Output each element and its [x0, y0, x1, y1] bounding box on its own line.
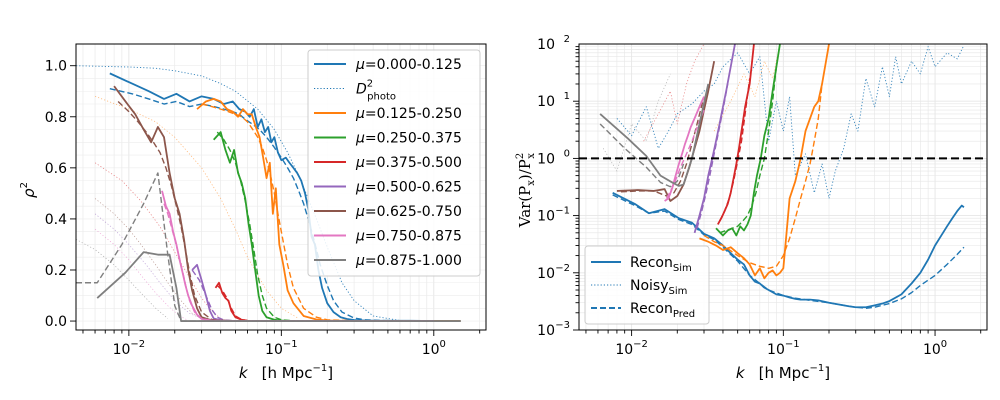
- right-legend: ReconSim NoisySim ReconPred: [584, 245, 710, 325]
- left-series-0-125-0-250-pred: [201, 103, 434, 322]
- right-y-tick-label: 10−2: [537, 263, 570, 282]
- right-y-tick-label: 10−1: [537, 206, 570, 225]
- left-legend-label: μ=0.375-0.500: [355, 155, 462, 171]
- left-x-tick-label: 10−1: [265, 339, 298, 358]
- right-series-reconsim-0-125-0-250: [699, 44, 830, 280]
- left-legend-label: μ=0.750-0.875: [355, 229, 462, 245]
- right-legend-label: ReconPred: [630, 301, 695, 320]
- right-series-faint-dotted-gray: [602, 73, 671, 172]
- right-y-tick-label: 10 1: [537, 91, 570, 110]
- right-x-tick-label: 100: [923, 339, 947, 358]
- left-x-tick-label: 10−2: [113, 339, 146, 358]
- right-series-reconpred-0-250-0-375: [719, 66, 778, 234]
- right-x-tick-label: 10−1: [767, 339, 800, 358]
- right-series-reconpred-0-500-0-625: [696, 83, 729, 229]
- left-ylabel: ρ2: [19, 182, 38, 198]
- right-x-tick-label: 10−2: [615, 339, 648, 358]
- right-y-tick-label: 10 2: [537, 34, 570, 53]
- right-series-reconpred-0-750-0-875: [665, 109, 705, 199]
- left-series-0-750-0-875-pred: [163, 203, 434, 322]
- left-legend-label: μ=0.125-0.250: [355, 106, 462, 122]
- right-legend-items: ReconSim NoisySim ReconPred: [591, 255, 695, 320]
- left-y-tick-label: 0.0: [45, 314, 67, 330]
- left-legend-items: μ=0.000-0.125 D2 photo μ=0.125-0.250 μ=0.250…: [314, 57, 462, 269]
- left-series-0-625-0-750-pred: [117, 100, 434, 322]
- left-series-faint-dotted-gray: [76, 239, 169, 319]
- left-series-d-photo: [76, 65, 461, 322]
- right-y-tick-label: 10−3: [537, 320, 570, 339]
- right-series-reconsim-0-875-1-000: [599, 83, 710, 187]
- left-series-0-875-1-000-pred: [76, 172, 434, 322]
- right-series-reconsim-0-500-0-625: [693, 44, 736, 234]
- left-y-tick-label: 0.6: [45, 161, 67, 177]
- left-legend-label: μ=0.875-1.000: [355, 253, 462, 269]
- left-legend-box: [307, 49, 481, 277]
- left-series-lines: [76, 65, 461, 322]
- right-legend-box: [584, 245, 710, 325]
- left-series-0-500-0-625-pred: [191, 269, 434, 322]
- right-series-faint-dotted-red: [643, 44, 705, 142]
- right-ylabel: Var(Px)/P2x: [515, 153, 537, 229]
- right-series-reconpred-0-125-0-250: [703, 83, 823, 269]
- left-ticks: 10−2 10−1 100 0.0 0.2 0.4 0.6 0.8 1.0: [45, 59, 481, 358]
- left-series-faint-dotted-brown: [94, 198, 202, 319]
- rho-squared-panel: 10−2 10−1 100 0.0 0.2 0.4 0.6 0.8 1.0 k [h Mpc−1]…: [19, 43, 487, 382]
- left-legend-label: μ=0.250-0.375: [355, 131, 462, 147]
- left-legend-label: μ=0.000-0.125: [355, 57, 462, 73]
- right-legend-label: ReconSim: [630, 255, 692, 274]
- left-series-faint-dotted-purple: [94, 213, 202, 319]
- right-y-tick-label: 10 0: [537, 148, 570, 167]
- right-series-reconpred-0-875-1-000: [599, 123, 685, 188]
- right-xlabel: k [h Mpc−1]: [736, 363, 830, 382]
- right-series-reconpred-0-000-0-125: [612, 194, 965, 309]
- right-series-lines: [599, 44, 965, 309]
- left-y-tick-label: 0.8: [45, 110, 67, 126]
- left-series-0-125-0-250: [196, 98, 461, 322]
- left-legend-label: μ=0.500-0.625: [355, 180, 462, 196]
- left-y-tick-label: 0.2: [45, 263, 67, 279]
- right-series-faint-dotted-orange: [713, 44, 781, 132]
- left-x-tick-label: 100: [422, 339, 446, 358]
- left-xlabel: k [h Mpc−1]: [239, 363, 333, 382]
- left-series-faint-dotted-orange: [94, 96, 299, 319]
- right-series-reconpred-0-625-0-750: [620, 96, 705, 197]
- left-y-tick-label: 0.4: [45, 212, 67, 228]
- right-series-reconpred-0-375-0-500: [718, 78, 751, 222]
- left-series-faint-dotted-pink: [94, 228, 188, 321]
- right-legend-label: NoisySim: [630, 278, 687, 297]
- right-series-reconsim-0-000-0-125: [612, 192, 965, 309]
- left-y-tick-label: 1.0: [45, 59, 67, 75]
- left-legend-label: D2 photo: [356, 79, 396, 103]
- left-series-0-000-0-125-pred: [109, 88, 461, 322]
- left-legend: μ=0.000-0.125 D2 photo μ=0.125-0.250 μ=0.250…: [307, 49, 481, 277]
- left-legend-label: μ=0.625-0.750: [355, 204, 462, 220]
